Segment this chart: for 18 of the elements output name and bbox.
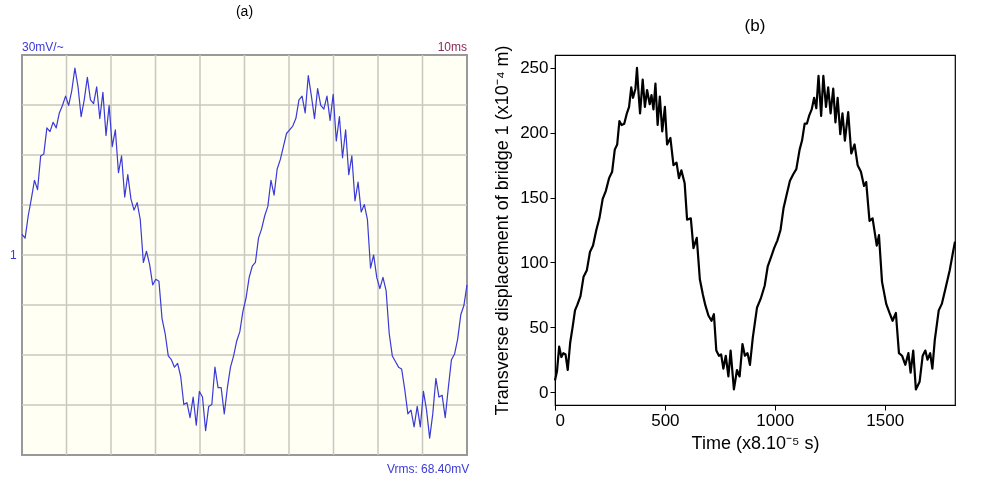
x-tick-label: 1500	[866, 410, 905, 430]
text: 1	[9, 248, 17, 262]
y-tick-label: 150	[520, 188, 549, 208]
x-tick-label: 1000	[756, 410, 795, 430]
x-tick-label: 0	[555, 410, 565, 430]
y-tick-label: 250	[520, 58, 549, 78]
chart-title: (b)	[744, 15, 766, 35]
y-tick-label: 200	[520, 123, 549, 143]
x-tick-label: 500	[651, 410, 680, 430]
chart-title: (a)	[235, 3, 254, 19]
y-tick-label: 50	[529, 317, 549, 337]
text: 30mV/~	[22, 40, 64, 54]
text: 10ms	[437, 40, 467, 54]
text: Vrms: 68.40mV	[386, 462, 470, 476]
y-axis-title: Transverse displacement of bridge 1 (x10⁻⁴ m)	[492, 45, 513, 416]
y-tick-label: 0	[539, 382, 549, 402]
x-axis-title: Time (x8.10⁻⁵ s)	[691, 432, 820, 453]
y-tick-label: 100	[520, 252, 549, 272]
